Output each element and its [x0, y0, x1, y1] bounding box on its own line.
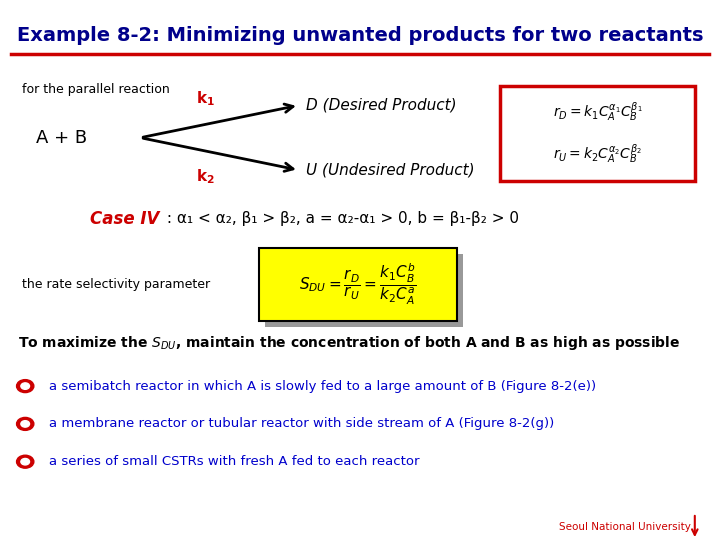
Text: A + B: A + B: [36, 129, 87, 147]
Circle shape: [17, 380, 34, 393]
Text: the rate selectivity parameter: the rate selectivity parameter: [22, 278, 210, 292]
Bar: [500, 86, 695, 181]
Text: $\mathbf{k_2}$: $\mathbf{k_2}$: [196, 167, 215, 186]
Text: for the parallel reaction: for the parallel reaction: [22, 83, 169, 96]
Text: Case IV: Case IV: [90, 210, 159, 228]
Text: U (Undesired Product): U (Undesired Product): [306, 163, 474, 178]
Text: Example 8-2: Minimizing unwanted products for two reactants: Example 8-2: Minimizing unwanted product…: [17, 25, 703, 45]
Text: : α₁ < α₂, β₁ > β₂, a = α₂-α₁ > 0, b = β₁-β₂ > 0: : α₁ < α₂, β₁ > β₂, a = α₂-α₁ > 0, b = β…: [162, 211, 519, 226]
Text: $S_{DU} = \dfrac{r_D}{r_U} = \dfrac{k_1 C_B^b}{k_2 C_A^a}$: $S_{DU} = \dfrac{r_D}{r_U} = \dfrac{k_1 …: [300, 262, 417, 307]
Text: $\mathbf{k_1}$: $\mathbf{k_1}$: [196, 89, 215, 108]
Text: a membrane reactor or tubular reactor with side stream of A (Figure 8-2(g)): a membrane reactor or tubular reactor wi…: [49, 417, 554, 430]
Text: D (Desired Product): D (Desired Product): [306, 98, 456, 113]
Circle shape: [21, 383, 30, 389]
Text: a series of small CSTRs with fresh A fed to each reactor: a series of small CSTRs with fresh A fed…: [49, 455, 420, 468]
Text: a semibatch reactor in which A is slowly fed to a large amount of B (Figure 8-2(: a semibatch reactor in which A is slowly…: [49, 380, 596, 393]
Text: Seoul National University: Seoul National University: [559, 522, 691, 531]
Circle shape: [17, 417, 34, 430]
Bar: [265, 254, 463, 327]
Text: To maximize the $S_{DU}$, maintain the concentration of both A and B as high as : To maximize the $S_{DU}$, maintain the c…: [18, 334, 680, 352]
Circle shape: [21, 458, 30, 465]
Circle shape: [17, 455, 34, 468]
Text: $r_D = k_1 C_A^{\alpha_1} C_B^{\beta_1}$: $r_D = k_1 C_A^{\alpha_1} C_B^{\beta_1}$: [553, 102, 642, 124]
Text: $r_U = k_2 C_A^{\alpha_2} C_B^{\beta_2}$: $r_U = k_2 C_A^{\alpha_2} C_B^{\beta_2}$: [553, 143, 642, 166]
Circle shape: [21, 421, 30, 427]
Bar: [259, 248, 457, 321]
